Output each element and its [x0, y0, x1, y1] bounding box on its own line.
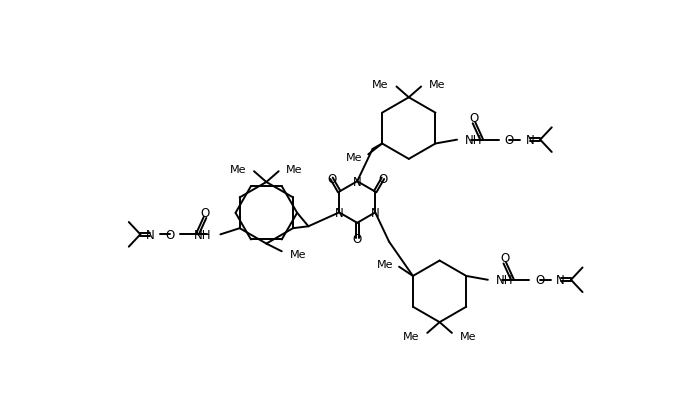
Text: Me: Me	[346, 153, 362, 163]
Text: O: O	[469, 111, 479, 124]
Text: Me: Me	[377, 259, 393, 269]
Text: N: N	[371, 207, 379, 219]
Text: O: O	[353, 232, 362, 245]
Text: O: O	[536, 273, 545, 287]
Text: Me: Me	[429, 80, 445, 90]
Text: NH: NH	[465, 134, 482, 147]
Text: N: N	[146, 228, 155, 241]
Text: O: O	[327, 172, 336, 185]
Text: Me: Me	[372, 80, 389, 90]
Text: Me: Me	[286, 164, 303, 174]
Text: N: N	[335, 207, 344, 219]
Text: Me: Me	[290, 250, 306, 260]
Text: O: O	[378, 172, 388, 185]
Text: O: O	[505, 134, 514, 147]
Text: Me: Me	[460, 331, 476, 341]
Text: Me: Me	[403, 331, 419, 341]
Text: N: N	[353, 175, 362, 188]
Text: O: O	[500, 251, 510, 264]
Text: O: O	[200, 206, 210, 219]
Text: O: O	[165, 228, 174, 241]
Text: NH: NH	[496, 273, 513, 287]
Text: NH: NH	[194, 228, 211, 241]
Text: Me: Me	[230, 164, 246, 174]
Text: N: N	[526, 134, 534, 147]
Text: N: N	[556, 273, 565, 287]
